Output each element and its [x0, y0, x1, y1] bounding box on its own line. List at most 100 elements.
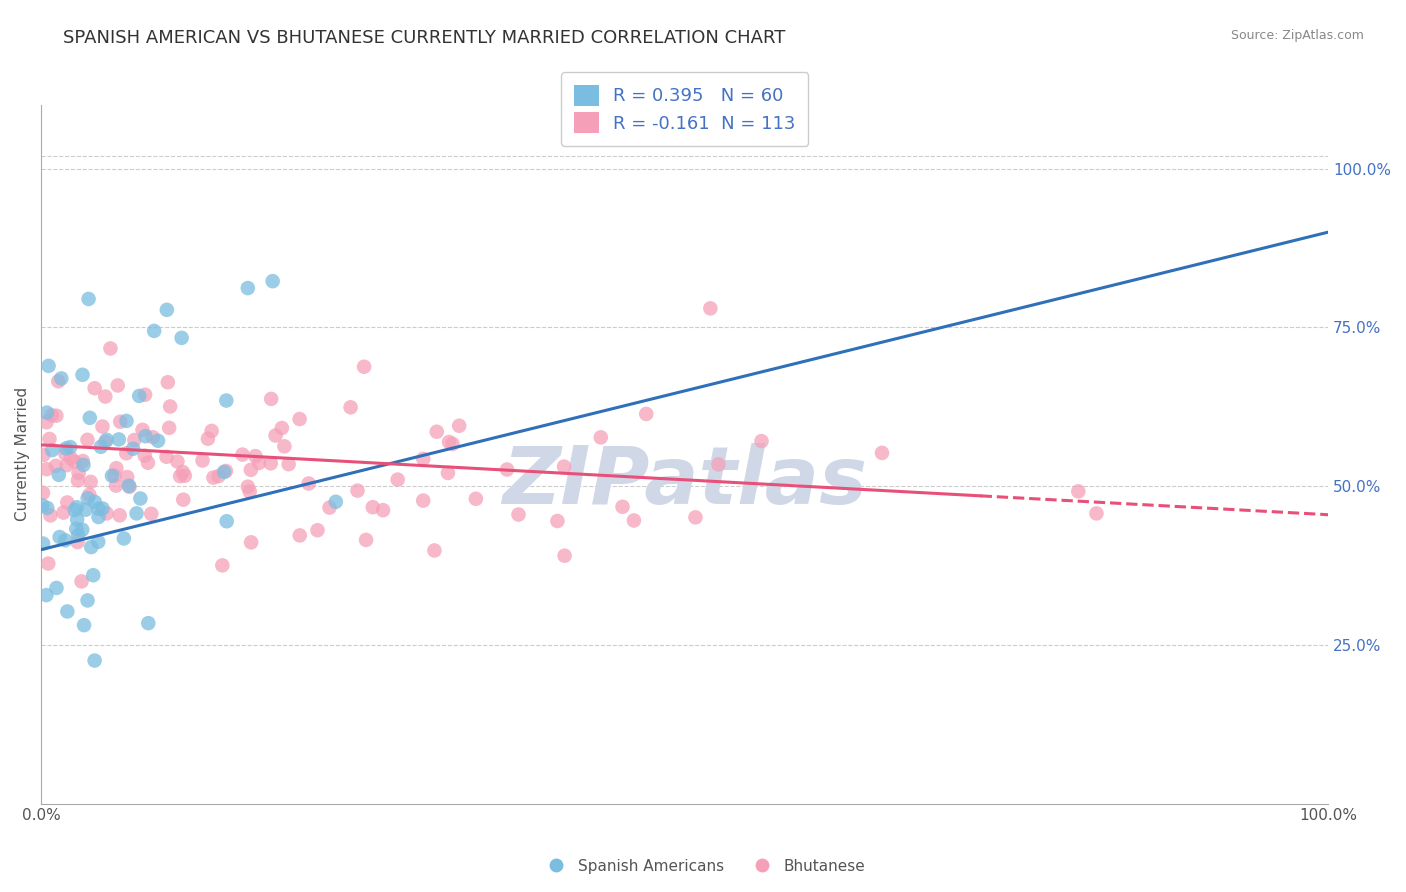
Point: [636, 407, 658, 421]
Point: [45, 458, 67, 473]
Point: [134, 429, 156, 443]
Point: [546, 514, 568, 528]
Point: [46, 374, 69, 388]
Point: [134, 449, 156, 463]
Point: [136, 616, 159, 631]
Point: [124, 433, 146, 447]
Point: [80, 540, 103, 554]
Point: [211, 558, 233, 573]
Point: [107, 378, 129, 392]
Point: [346, 483, 368, 498]
Point: [260, 456, 283, 470]
Point: [207, 469, 229, 483]
Point: [212, 465, 235, 479]
Point: [38, 432, 60, 446]
Point: [699, 301, 721, 316]
Point: [72, 368, 94, 382]
Point: [67, 466, 90, 480]
Point: [156, 376, 179, 390]
Point: [215, 514, 238, 528]
Point: [247, 456, 270, 470]
Point: [31, 499, 53, 513]
Point: [307, 523, 329, 537]
Point: [134, 388, 156, 402]
Point: [51, 371, 73, 385]
Point: [553, 459, 575, 474]
Point: [103, 468, 125, 483]
Point: [63, 503, 86, 517]
Point: [100, 342, 122, 356]
Point: [101, 468, 124, 483]
Point: [82, 568, 104, 582]
Point: [125, 507, 148, 521]
Point: [353, 359, 375, 374]
Point: [707, 458, 730, 472]
Point: [37, 500, 59, 515]
Point: [508, 508, 530, 522]
Point: [751, 434, 773, 449]
Point: [270, 421, 292, 435]
Point: [141, 507, 163, 521]
Point: [623, 514, 645, 528]
Point: [65, 522, 87, 536]
Point: [66, 535, 89, 549]
Point: [412, 451, 434, 466]
Point: [94, 390, 117, 404]
Point: [76, 433, 98, 447]
Point: [96, 433, 118, 447]
Point: [59, 451, 82, 466]
Point: [449, 418, 471, 433]
Point: [52, 506, 75, 520]
Point: [870, 446, 893, 460]
Point: [55, 458, 77, 473]
Point: [45, 581, 67, 595]
Point: [76, 491, 98, 506]
Point: [245, 449, 267, 463]
Point: [131, 423, 153, 437]
Point: [48, 467, 70, 482]
Point: [202, 470, 225, 484]
Point: [115, 446, 138, 460]
Point: [77, 292, 100, 306]
Point: [63, 455, 86, 469]
Point: [589, 430, 612, 444]
Point: [318, 500, 340, 515]
Point: [236, 480, 259, 494]
Point: [108, 508, 131, 523]
Point: [277, 457, 299, 471]
Point: [91, 501, 114, 516]
Point: [240, 535, 263, 549]
Point: [685, 510, 707, 524]
Point: [215, 393, 238, 408]
Point: [441, 437, 464, 451]
Point: [262, 274, 284, 288]
Point: [201, 424, 224, 438]
Point: [172, 492, 194, 507]
Point: [87, 510, 110, 524]
Point: [1085, 507, 1108, 521]
Point: [288, 412, 311, 426]
Y-axis label: Currently Married: Currently Married: [15, 387, 30, 522]
Point: [288, 528, 311, 542]
Point: [41, 443, 63, 458]
Point: [32, 536, 55, 550]
Point: [105, 461, 128, 475]
Point: [264, 428, 287, 442]
Point: [53, 533, 76, 548]
Point: [426, 425, 449, 439]
Point: [96, 507, 118, 521]
Point: [110, 415, 132, 429]
Point: [437, 466, 460, 480]
Point: [45, 409, 67, 423]
Point: [35, 406, 58, 420]
Point: [412, 493, 434, 508]
Point: [66, 474, 89, 488]
Point: [236, 281, 259, 295]
Point: [87, 501, 110, 516]
Point: [170, 331, 193, 345]
Point: [94, 435, 117, 450]
Point: [59, 440, 82, 454]
Point: [157, 421, 180, 435]
Point: [118, 480, 141, 494]
Point: [339, 401, 361, 415]
